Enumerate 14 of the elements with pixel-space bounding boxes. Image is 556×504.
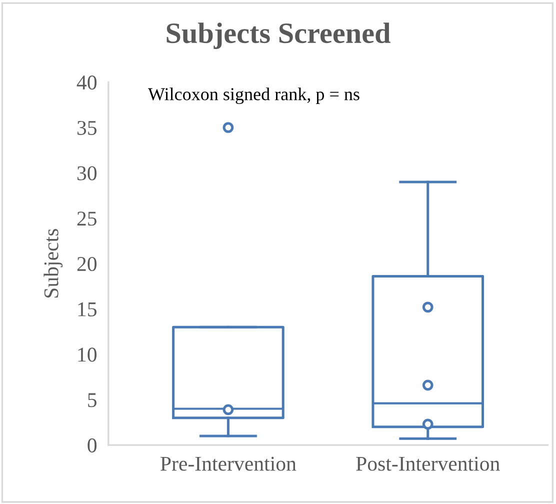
y-tick-label: 35 bbox=[77, 120, 96, 135]
y-tick-label: 25 bbox=[77, 212, 96, 226]
y-tick-label: 30 bbox=[77, 166, 97, 180]
y-tick-label: 5 bbox=[88, 393, 96, 408]
x-tick-label: Pre-Intervention bbox=[160, 456, 296, 471]
annotation: Wilcoxon signed rank, p = ns bbox=[148, 88, 360, 104]
y-tick-label: 0 bbox=[88, 438, 97, 452]
x-tick-label: Post-Intervention bbox=[356, 456, 500, 471]
y-tick-label: 20 bbox=[77, 256, 97, 272]
chart-title: Subjects Screened bbox=[166, 22, 390, 50]
y-tick-label: 10 bbox=[78, 348, 97, 362]
y-tick-label: 40 bbox=[76, 76, 97, 90]
y-axis-title: Subjects bbox=[44, 229, 63, 298]
y-tick-label: 15 bbox=[78, 302, 96, 316]
